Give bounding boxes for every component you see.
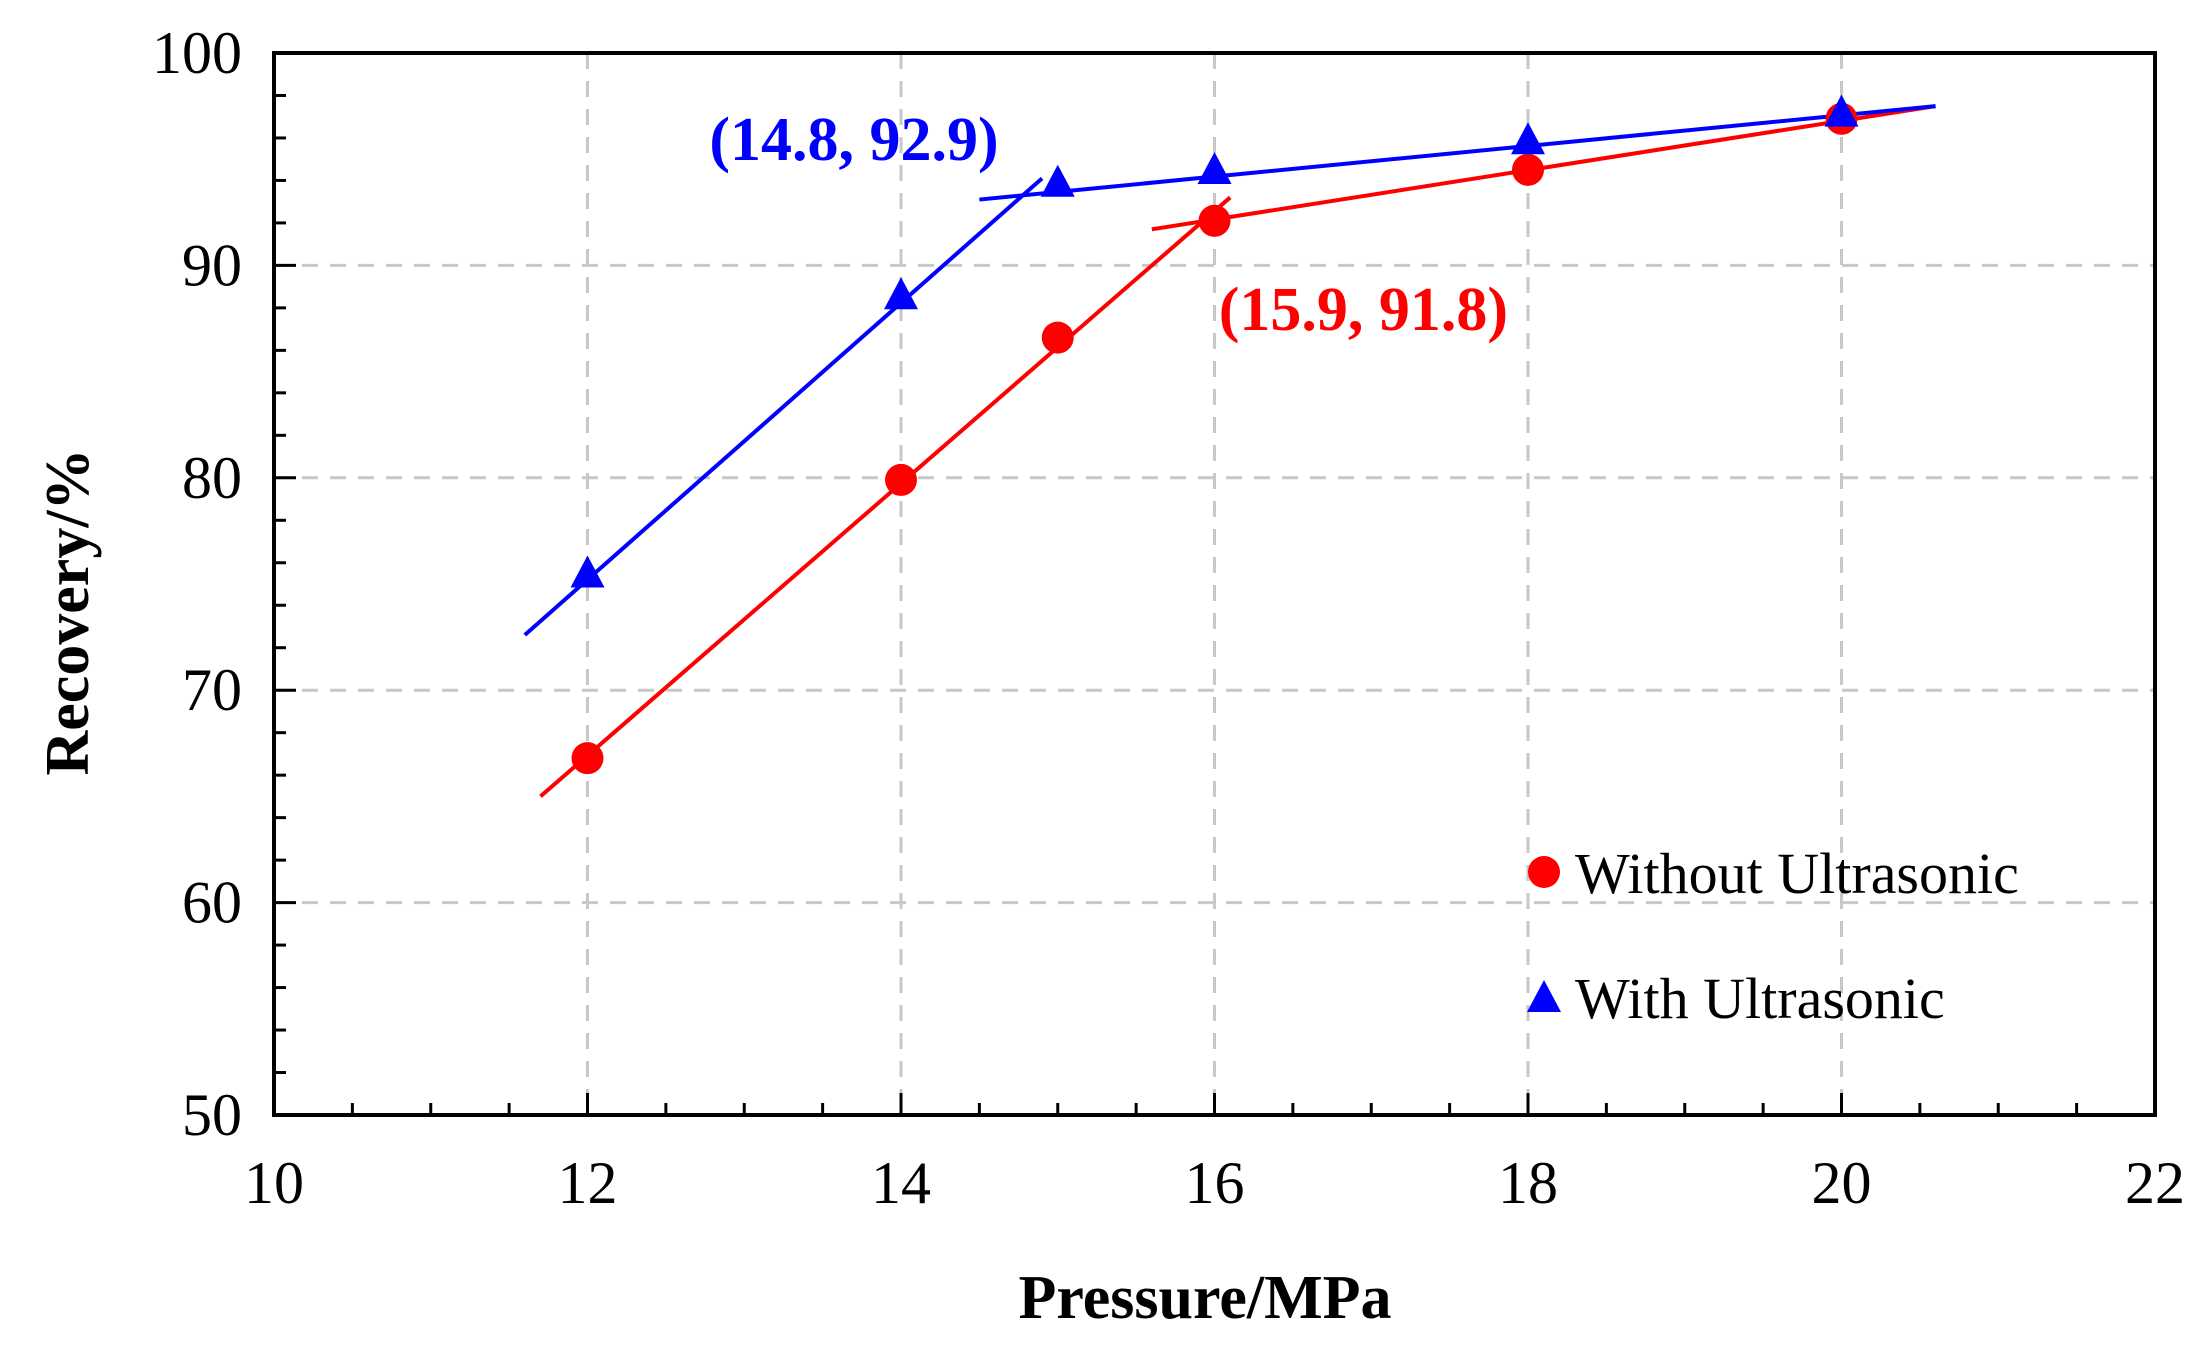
fit-line-with-ultrasonic-2 (979, 104, 1936, 202)
annotation-with-ultrasonic-breakpoint: (14.8, 92.9) (709, 106, 998, 174)
x-tick-label: 14 (871, 1150, 931, 1216)
x-tick-label: 12 (558, 1150, 618, 1216)
fit-line-without-ultrasonic-1 (539, 195, 1232, 798)
point-with-ultrasonic (1197, 151, 1232, 184)
legend-marker-without-ultrasonic (1528, 856, 1560, 888)
point-without-ultrasonic (1198, 204, 1231, 237)
point-without-ultrasonic (885, 463, 917, 496)
point-with-ultrasonic (570, 555, 605, 588)
y-tick-label: 50 (182, 1082, 242, 1148)
y-tick-labels: 50 60 70 80 90 100 (152, 20, 242, 1148)
x-tick-label: 20 (1812, 1150, 1872, 1216)
axis-ticks (272, 51, 2157, 1117)
x-tick-labels: 10 12 14 16 18 20 22 (244, 1150, 2185, 1216)
annotations: (14.8, 92.9) (15.9, 91.8) (709, 106, 1508, 344)
x-tick-label: 16 (1185, 1150, 1245, 1216)
y-tick-label: 90 (182, 232, 242, 298)
point-without-ultrasonic (571, 742, 604, 775)
point-with-ultrasonic (1040, 164, 1075, 197)
x-axis-title: Pressure/MPa (1018, 1264, 1391, 1332)
point-with-ultrasonic (1511, 122, 1545, 155)
x-tick-label: 18 (1498, 1150, 1558, 1216)
fit-lines (523, 104, 1936, 798)
y-tick-label: 80 (182, 445, 242, 511)
legend-label-with-ultrasonic: With Ultrasonic (1575, 966, 1945, 1031)
legend-marker-with-ultrasonic (1527, 980, 1561, 1012)
x-tick-label: 10 (244, 1150, 304, 1216)
x-tick-label: 22 (2125, 1150, 2185, 1216)
data-points (570, 94, 1859, 775)
point-without-ultrasonic (1512, 153, 1544, 186)
y-tick-label: 70 (182, 657, 242, 723)
point-with-ultrasonic (1824, 94, 1859, 127)
annotation-without-ultrasonic-breakpoint: (15.9, 91.8) (1219, 276, 1508, 344)
y-tick-label: 100 (152, 20, 242, 86)
point-with-ultrasonic (884, 277, 918, 310)
point-without-ultrasonic (1041, 321, 1074, 354)
fit-line-with-ultrasonic-1 (523, 176, 1044, 637)
legend-label-without-ultrasonic: Without Ultrasonic (1575, 841, 2019, 906)
y-tick-label: 60 (182, 870, 242, 936)
legend: Without Ultrasonic With Ultrasonic (1527, 841, 2019, 1031)
y-axis-title: Recovery/% (34, 448, 102, 775)
